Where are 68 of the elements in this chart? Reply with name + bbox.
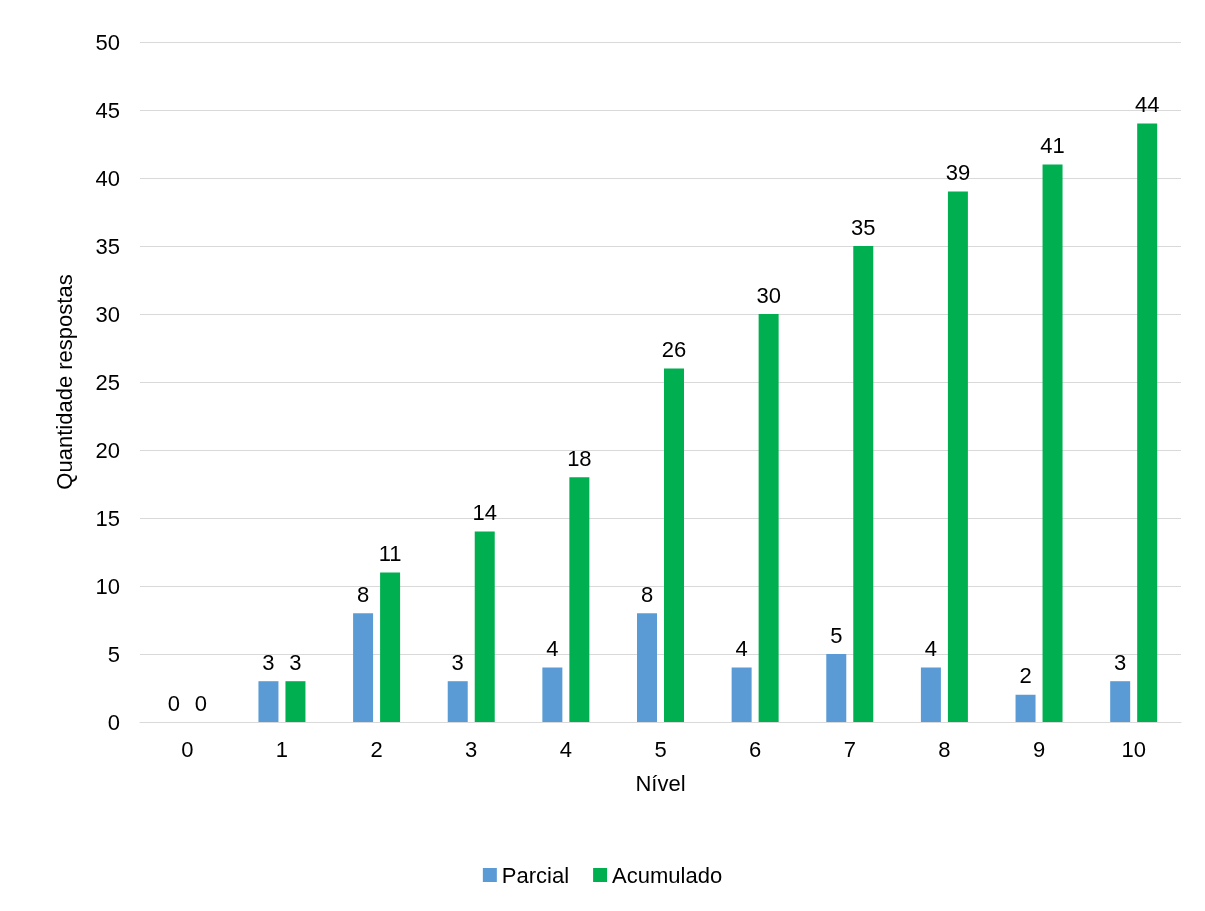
data-label: 14 <box>472 500 497 526</box>
data-label: 35 <box>851 214 876 240</box>
data-label: 3 <box>1114 649 1127 675</box>
bar <box>826 654 847 722</box>
bar <box>637 613 657 722</box>
x-tick-label: 9 <box>1032 736 1046 762</box>
x-tick-label: 3 <box>465 736 478 762</box>
y-tick-label: 20 <box>95 437 120 463</box>
x-tick-label: 1 <box>275 736 289 762</box>
x-tick-label: 0 <box>181 736 194 762</box>
data-label: 41 <box>1040 132 1065 158</box>
bar <box>353 613 374 722</box>
data-label: 11 <box>378 540 402 566</box>
data-label: 44 <box>1134 92 1160 118</box>
bar <box>853 246 874 722</box>
data-label: 8 <box>640 581 654 607</box>
bar <box>1110 681 1131 722</box>
bar <box>285 681 306 722</box>
bar <box>920 667 941 722</box>
bar <box>1015 694 1036 722</box>
data-label: 0 <box>194 690 207 716</box>
y-tick-label: 40 <box>95 165 120 191</box>
y-tick-label: 25 <box>95 369 120 395</box>
x-tick-label: 4 <box>559 736 572 762</box>
x-tick-label: 5 <box>654 736 667 762</box>
y-tick-label: 45 <box>95 97 120 123</box>
bar <box>731 667 752 722</box>
legend-label: Acumulado <box>612 862 723 888</box>
x-tick-label: 8 <box>938 736 951 762</box>
bar <box>542 667 563 722</box>
data-label: 39 <box>945 160 971 186</box>
y-tick-label: 5 <box>107 641 120 667</box>
bar <box>1042 164 1063 722</box>
x-tick-label: 10 <box>1121 736 1146 762</box>
y-axis-title: Quantidade respostas <box>51 274 77 490</box>
data-label: 30 <box>756 282 781 308</box>
x-tick-label: 6 <box>749 736 762 762</box>
y-tick-label: 15 <box>95 505 120 531</box>
data-label: 3 <box>262 649 275 675</box>
y-tick-label: 35 <box>95 233 120 259</box>
x-axis-title: Nível <box>635 770 686 796</box>
x-tick-label: 2 <box>370 736 383 762</box>
data-label: 5 <box>830 622 843 648</box>
data-label: 3 <box>451 649 464 675</box>
data-label: 8 <box>356 581 370 607</box>
x-tick-label: 7 <box>843 736 856 762</box>
bar <box>569 477 590 722</box>
legend-label: Parcial <box>501 862 570 888</box>
y-tick-label: 0 <box>107 709 120 735</box>
y-tick-label: 10 <box>95 573 120 599</box>
data-label: 18 <box>567 445 592 471</box>
data-label: 0 <box>167 690 180 716</box>
data-label: 2 <box>1019 663 1032 689</box>
bar <box>380 572 401 722</box>
data-label: 4 <box>546 636 559 662</box>
bar <box>664 368 684 722</box>
data-label: 4 <box>924 636 938 662</box>
bar <box>258 681 279 722</box>
data-label: 26 <box>661 336 687 362</box>
bar <box>1137 123 1158 722</box>
y-tick-label: 30 <box>95 301 120 327</box>
bar <box>758 314 779 722</box>
data-label: 3 <box>289 649 302 675</box>
bar <box>447 681 468 722</box>
y-tick-label: 50 <box>95 29 120 55</box>
bar <box>474 531 495 722</box>
bar <box>947 191 968 722</box>
data-label: 4 <box>735 636 748 662</box>
